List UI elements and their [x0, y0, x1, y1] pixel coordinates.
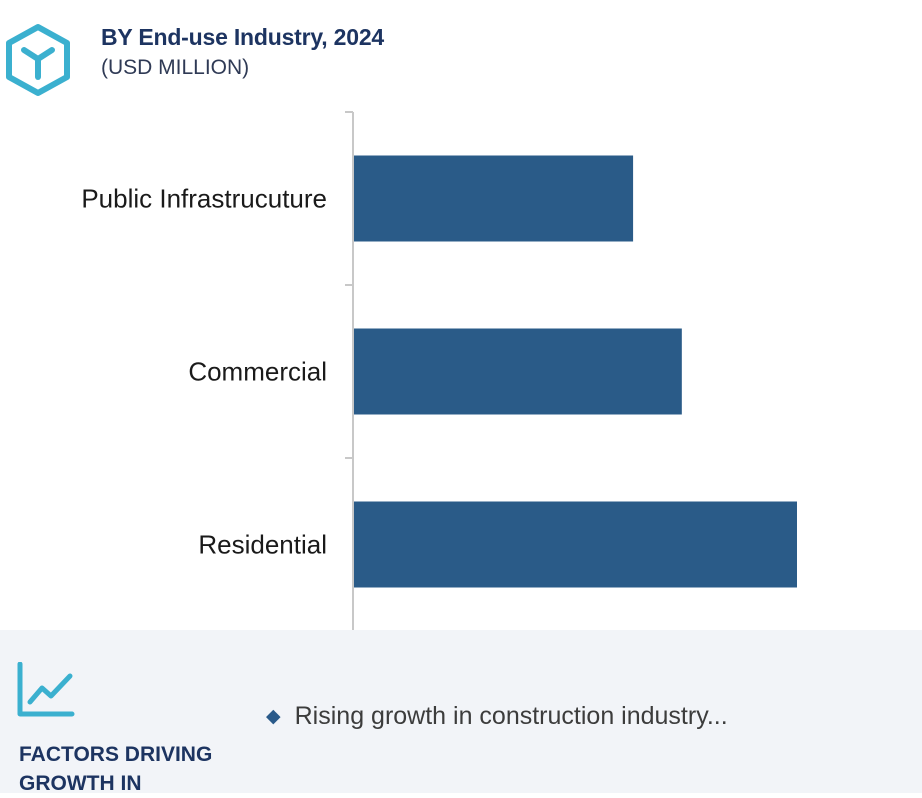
category-label: Commercial	[188, 357, 327, 387]
chart-header: BY End-use Industry, 2024 (USD MILLION)	[0, 0, 922, 100]
cube-hexagon-icon	[6, 24, 70, 96]
bar-residential[interactable]	[354, 501, 797, 588]
category-labels: Public Infrastrucuture Commercial Resident…	[81, 184, 327, 560]
y-axis	[345, 111, 354, 635]
growth-factor-text: Rising growth in construction industry..…	[294, 702, 728, 730]
bar-public-infrastrucuture[interactable]	[354, 155, 634, 242]
growth-factor-item[interactable]: ◆ Rising growth in construction industry…	[266, 702, 728, 731]
bar-chart: Public Infrastrucuture Commercial Resident…	[81, 111, 797, 635]
category-label: Residential	[198, 530, 327, 560]
factors-title: FACTORS DRIVING GROWTH IN	[19, 743, 213, 795]
diamond-icon: ◆	[266, 706, 281, 727]
chart-subtitle: (USD MILLION)	[101, 56, 250, 79]
bar-commercial[interactable]	[354, 328, 682, 415]
category-label: Public Infrastrucuture	[81, 184, 327, 214]
bars	[354, 155, 797, 588]
factors-panel: FACTORS DRIVING GROWTH IN ◆ Rising growt…	[0, 630, 922, 795]
line-chart-icon	[17, 662, 75, 717]
chart-title: BY End-use Industry, 2024	[101, 24, 385, 50]
